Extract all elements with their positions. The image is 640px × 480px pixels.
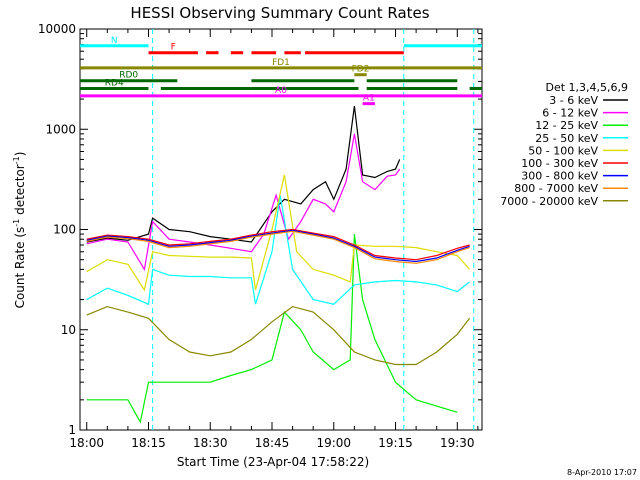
x-tick-labels: 18:00 18:15 18:30 18:45 19:00 19:15 19:30 <box>69 436 474 450</box>
series-line <box>86 174 471 292</box>
legend-label: 7000 - 20000 keV <box>500 195 598 208</box>
flag-bar-label: N <box>111 36 118 46</box>
flag-bar-label: A1 <box>363 94 375 104</box>
legend-label: 800 - 7000 keV <box>514 182 598 195</box>
x-tick-label: 19:15 <box>378 436 413 450</box>
legend-label: 3 - 6 keV <box>549 94 598 107</box>
series-lines <box>86 106 471 424</box>
chart-title: HESSI Observing Summary Count Rates <box>130 4 429 22</box>
flag-bar-label: A0 <box>275 86 287 96</box>
legend-header: Det 1,3,4,5,6,9 <box>545 81 628 94</box>
x-tick-label: 19:00 <box>316 436 351 450</box>
x-tick-label: 18:00 <box>69 436 104 450</box>
flag-bar-label: FD1 <box>272 58 290 68</box>
legend-label: 300 - 800 keV <box>521 170 598 183</box>
flag-bar-label: F <box>171 43 176 53</box>
x-tick-label: 19:30 <box>440 436 475 450</box>
series-line <box>86 133 401 272</box>
flag-bar-label: RD0 <box>119 71 138 81</box>
legend-label: 50 - 100 keV <box>528 144 598 157</box>
series-line <box>86 228 470 261</box>
y-label-sup: -1 <box>12 156 21 164</box>
x-axis-label: Start Time (23-Apr-04 17:58:22) <box>177 455 369 469</box>
y-tick-labels: 1 10 100 1000 10000 <box>38 22 76 437</box>
y-label-part: ) <box>13 152 27 157</box>
y-label-part: detector <box>13 164 27 219</box>
y-tick-label: 1 <box>68 423 76 437</box>
y-tick-label: 10000 <box>38 22 76 36</box>
y-label-part: Count Rate (s <box>13 227 27 309</box>
series-line <box>86 230 470 264</box>
footer-timestamp: 8-Apr-2010 17:07 <box>567 468 637 477</box>
legend-label: 25 - 50 keV <box>535 132 598 145</box>
flag-bar-label: FD2 <box>352 65 370 75</box>
y-label-sup: -1 <box>12 219 21 227</box>
series-line <box>86 195 470 306</box>
flag-bar-label: RD4 <box>105 78 124 88</box>
x-tick-label: 18:30 <box>193 436 228 450</box>
y-tick-label: 1000 <box>45 122 76 136</box>
y-tick-label: 10 <box>61 323 76 337</box>
y-tick-label: 100 <box>53 223 76 237</box>
legend-label: 12 - 25 keV <box>535 119 598 132</box>
legend-label: 100 - 300 keV <box>521 157 598 170</box>
x-tick-label: 18:15 <box>131 436 166 450</box>
y-axis-label: Count Rate (s-1 detector-1) <box>12 152 27 309</box>
axis-ticks <box>80 28 482 431</box>
series-line <box>86 305 471 366</box>
series-line <box>86 106 401 243</box>
series-line <box>86 229 470 263</box>
x-axis: 18:00 18:15 18:30 18:45 19:00 19:15 19:30 Star… <box>69 436 474 469</box>
x-tick-label: 18:45 <box>255 436 290 450</box>
legend-label: 6 - 12 keV <box>542 107 598 120</box>
